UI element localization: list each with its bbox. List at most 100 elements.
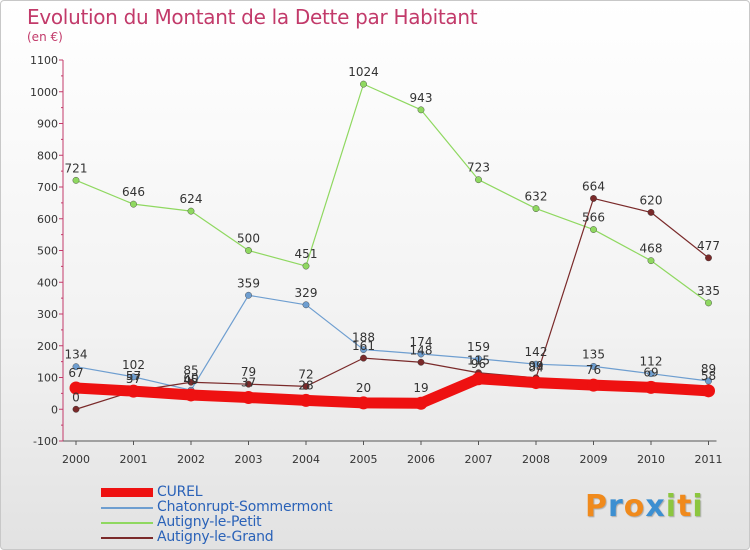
data-point [72, 176, 80, 184]
y-tick-label: 1100 [30, 54, 58, 67]
data-point [72, 363, 80, 371]
axes: -100010020030040050060070080090010001100… [30, 54, 723, 466]
y-tick-label: 400 [37, 276, 58, 289]
y-tick-label: 1000 [30, 86, 58, 99]
data-label: 99 [528, 359, 543, 373]
data-label: 135 [582, 347, 605, 361]
data-label: 0 [72, 390, 80, 404]
y-tick-label: 600 [37, 213, 58, 226]
data-label: 142 [525, 345, 548, 359]
data-point [360, 346, 367, 353]
data-label: 115 [467, 354, 490, 368]
data-point [187, 378, 195, 386]
data-point [647, 208, 655, 216]
data-label: 28 [298, 378, 313, 392]
legend-swatch [101, 537, 153, 539]
data-label: 335 [697, 284, 720, 298]
data-label: 76 [586, 363, 601, 377]
legend-swatch [101, 522, 153, 524]
legend-label: CUREL [157, 484, 203, 500]
x-tick-label: 2001 [120, 453, 148, 466]
data-label: 85 [183, 363, 198, 377]
data-point [472, 372, 485, 386]
legend-swatch [101, 488, 153, 497]
data-point [417, 358, 425, 366]
logo-letter: i [665, 489, 678, 524]
data-point [130, 373, 137, 381]
x-tick-label: 2005 [350, 453, 378, 466]
data-point [475, 176, 482, 184]
x-tick-label: 2007 [465, 453, 493, 466]
data-point [184, 388, 198, 402]
data-label: 58 [701, 369, 716, 383]
data-point [590, 195, 597, 202]
data-label: 96 [471, 357, 486, 371]
data-point [532, 205, 540, 212]
data-point [360, 80, 367, 88]
data-label: 148 [410, 343, 433, 357]
data-point [532, 360, 540, 368]
x-tick-label: 2003 [235, 453, 263, 466]
data-point [529, 376, 543, 390]
data-point [72, 405, 80, 413]
data-label: 664 [582, 179, 605, 193]
y-tick-label: 300 [37, 308, 58, 321]
series-line-2 [75, 83, 710, 304]
data-labels: 721 646 624 500 451 1024 943 723 632 566 468 335 134… [65, 65, 720, 404]
data-label: 134 [65, 348, 88, 362]
data-point [702, 384, 715, 398]
data-label: 943 [410, 91, 433, 105]
proxiti-logo: Proxiti [585, 489, 704, 524]
data-label: 329 [295, 286, 318, 300]
data-point [590, 226, 597, 233]
data-label: 566 [582, 211, 605, 225]
data-label: 57 [126, 369, 141, 383]
data-point [705, 299, 712, 307]
data-label: 60 [183, 371, 198, 385]
data-label: 632 [525, 190, 548, 204]
data-point [187, 207, 195, 215]
data-point [302, 262, 310, 270]
y-tick-label: -100 [33, 435, 58, 448]
data-label: 69 [643, 365, 658, 379]
data-point [647, 257, 655, 265]
data-point [587, 378, 600, 392]
data-label: 20 [356, 381, 371, 395]
data-label: 72 [298, 367, 313, 381]
data-label: 37 [241, 376, 256, 390]
data-point [417, 350, 425, 358]
y-tick-label: 800 [37, 149, 58, 162]
data-label: 359 [237, 276, 260, 290]
data-point [414, 396, 428, 410]
legend-swatch [101, 507, 153, 509]
data-point [705, 377, 712, 385]
data-label: 102 [122, 358, 145, 372]
data-label: 57 [126, 372, 141, 386]
data-label: 19 [413, 381, 428, 395]
y-tick-label: 100 [37, 372, 58, 385]
series-layer [69, 80, 715, 413]
logo-letter: x [645, 489, 666, 524]
series-line-1 [75, 294, 710, 391]
data-label: 451 [295, 247, 318, 261]
logo-letter: P [585, 489, 608, 524]
chart-title: Evolution du Montant de la Dette par Hab… [27, 5, 478, 29]
data-label: 45 [183, 373, 198, 387]
series-line-3 [75, 197, 710, 410]
data-label: 1024 [348, 65, 379, 79]
data-point [245, 247, 252, 254]
x-tick-label: 2008 [522, 453, 550, 466]
data-label: 79 [241, 365, 256, 379]
data-point [302, 301, 310, 309]
x-tick-label: 2006 [407, 453, 435, 466]
data-point [245, 291, 252, 299]
legend-label: Autigny-le-Petit [157, 514, 262, 530]
data-label: 112 [640, 355, 663, 369]
data-label: 477 [697, 239, 720, 253]
logo-letter: r [608, 489, 624, 524]
data-label: 67 [68, 366, 83, 380]
data-point [590, 362, 597, 370]
data-label: 159 [467, 340, 490, 354]
